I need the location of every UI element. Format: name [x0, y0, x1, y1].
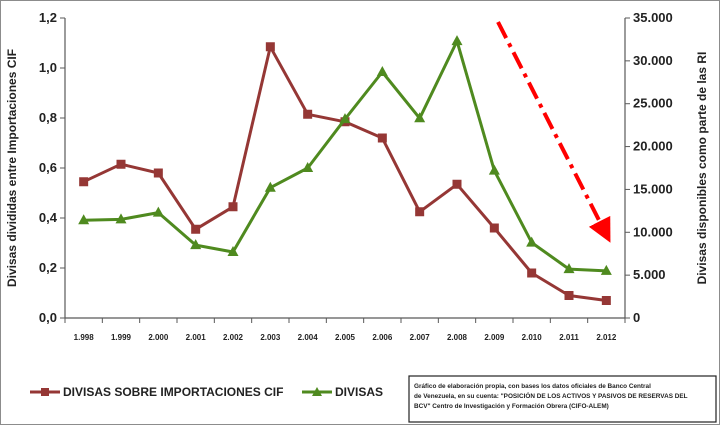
data-point [152, 206, 164, 217]
right-tick-label: 15.000 [633, 181, 673, 196]
data-point [452, 179, 462, 189]
data-point [339, 113, 351, 124]
right-tick-label: 35.000 [633, 10, 673, 25]
data-point [527, 268, 537, 278]
legend-label-imports: DIVISAS SOBRE IMPORTACIONES CIF [63, 385, 283, 399]
data-point [376, 66, 388, 76]
right-axis-title: Divisas disponibles como parte de las RI [695, 52, 709, 285]
data-point [600, 264, 612, 275]
data-point [227, 246, 239, 256]
left-tick-label: 1,0 [39, 60, 57, 75]
left-tick-label: 0,4 [39, 210, 58, 225]
data-point [265, 42, 275, 52]
data-point [78, 214, 90, 225]
x-tick-label: 2.008 [447, 333, 468, 342]
data-point [264, 181, 276, 192]
legend-item-divisas: DIVISAS [302, 385, 383, 399]
left-axis-ticks: 0,0 0,2 0,4 0,6 0,8 1,0 1,2 [39, 10, 65, 325]
data-point [488, 164, 500, 175]
x-tick-label: 2.010 [522, 333, 543, 342]
left-tick-label: 0,0 [39, 310, 57, 325]
legend-marker-divisas [312, 387, 322, 396]
trend-arrow [496, 21, 611, 243]
source-note-text: Gráfico de elaboración propia, con bases… [414, 383, 688, 410]
x-tick-label: 2.012 [596, 333, 617, 342]
right-tick-label: 10.000 [633, 224, 673, 239]
x-tick-label: 2.000 [148, 333, 169, 342]
legend-item-imports: DIVISAS SOBRE IMPORTACIONES CIF [30, 385, 283, 399]
legend: DIVISAS SOBRE IMPORTACIONES CIF DIVISAS [30, 385, 383, 399]
series-divisas [78, 35, 612, 275]
right-tick-label: 0 [633, 310, 640, 325]
source-note-border [408, 375, 717, 423]
data-point [489, 223, 499, 233]
x-tick-label: 2.009 [484, 333, 505, 342]
data-point [153, 168, 163, 178]
data-point [79, 177, 89, 187]
x-axis-ticks: 1.998 1.999 2.000 2.001 2.002 2.003 2.004 2.005… [64, 318, 626, 342]
data-point [563, 263, 575, 274]
x-tick-label: 2.006 [372, 333, 393, 342]
data-point [414, 112, 426, 123]
data-point [190, 239, 202, 250]
x-tick-label: 2.004 [298, 333, 319, 342]
x-tick-label: 2.002 [223, 333, 244, 342]
data-point [526, 236, 538, 247]
x-tick-label: 2.011 [559, 333, 579, 342]
left-tick-label: 1,2 [39, 10, 57, 25]
right-tick-label: 5.000 [633, 267, 666, 282]
x-tick-label: 2.005 [335, 333, 356, 342]
data-point [191, 224, 201, 234]
legend-label-divisas: DIVISAS [335, 385, 383, 399]
data-point [302, 162, 314, 172]
data-point [303, 109, 313, 119]
data-point [415, 207, 425, 217]
left-tick-label: 0,2 [39, 260, 57, 275]
data-point [601, 296, 611, 305]
data-point [377, 133, 387, 143]
data-point [228, 202, 238, 212]
legend-marker-imports [41, 388, 49, 396]
x-tick-label: 1.999 [111, 333, 132, 342]
right-tick-label: 20.000 [633, 139, 673, 154]
x-tick-label: 2.001 [186, 333, 207, 342]
x-tick-label: 1.998 [74, 333, 95, 342]
data-point [451, 35, 463, 46]
left-axis-title: Divisas divididas entre Importaciones CI… [5, 49, 19, 287]
left-tick-label: 0,8 [39, 110, 57, 125]
series-layer [78, 35, 612, 305]
right-axis-ticks: 0 5.000 10.000 15.000 20.000 25.000 30.000 35.0… [625, 10, 673, 325]
left-tick-label: 0,6 [39, 160, 57, 175]
x-tick-label: 2.003 [260, 333, 281, 342]
right-tick-label: 30.000 [633, 53, 673, 68]
data-point [116, 159, 126, 169]
right-tick-label: 25.000 [633, 96, 673, 111]
x-tick-label: 2.007 [410, 333, 431, 342]
data-point [564, 291, 574, 300]
source-note-box: Gráfico de elaboración propia, con bases… [408, 375, 717, 423]
data-point [115, 213, 127, 224]
